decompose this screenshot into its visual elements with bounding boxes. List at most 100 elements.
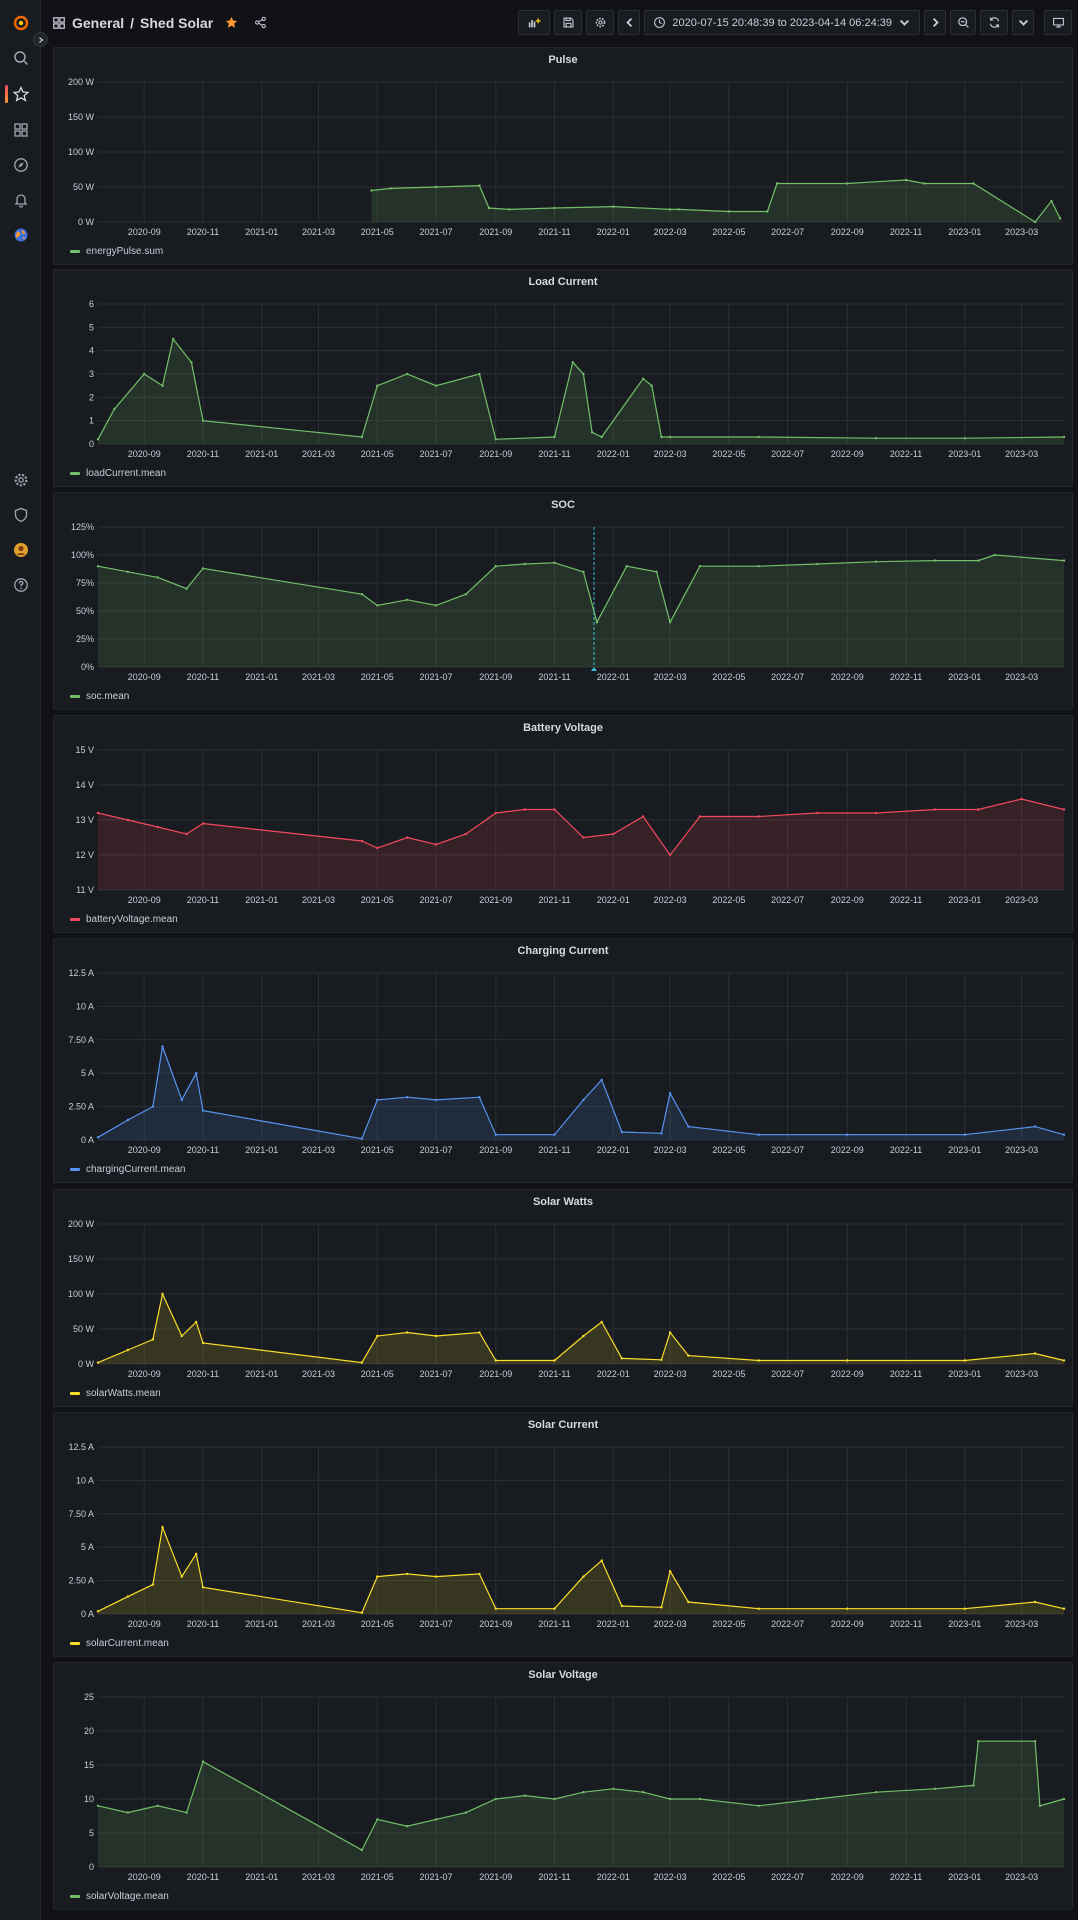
series-line[interactable]: [371, 179, 1061, 223]
x-tick-label: 2021-03: [302, 1619, 335, 1629]
panel-title[interactable]: Solar Current: [527, 1419, 599, 1431]
tv-mode-button[interactable]: [1044, 10, 1072, 35]
user-avatar-icon[interactable]: [0, 535, 41, 565]
time-series-chart[interactable]: 0 A 2.50 A 5 A 7.50 A 10 A 12.5 A 2020-09 2020-…: [54, 1413, 1074, 1658]
legend-item[interactable]: batteryVoltage.mean: [70, 914, 178, 925]
save-dashboard-button[interactable]: [554, 10, 583, 35]
x-tick-label: 2022-09: [831, 1872, 864, 1882]
time-series-chart[interactable]: 0% 25% 50% 75% 100% 125% 2020-09 2020-11 2021-01…: [54, 493, 1074, 711]
share-icon[interactable]: [254, 16, 267, 29]
data-point: [600, 435, 603, 439]
help-icon[interactable]: [0, 570, 41, 600]
data-point: [171, 337, 175, 341]
settings-icon[interactable]: [0, 465, 41, 495]
data-point: [875, 437, 878, 440]
panel-title[interactable]: Charging Current: [517, 945, 609, 957]
data-point: [406, 836, 409, 839]
data-point: [650, 384, 653, 387]
x-tick-label: 2021-11: [538, 449, 570, 459]
panel-title[interactable]: Battery Voltage: [523, 722, 603, 734]
x-tick-label: 2023-01: [948, 672, 981, 682]
add-panel-button[interactable]: [518, 10, 551, 35]
time-series-chart[interactable]: 0 5 10 15 20 25 2020-09 2020-11 2021-01 2021-03 20…: [54, 1663, 1074, 1911]
legend-item[interactable]: loadCurrent.mean: [70, 468, 166, 479]
earth-icon[interactable]: [0, 220, 41, 250]
chevron-right-icon: [38, 36, 44, 43]
panel-charging-current[interactable]: Charging Current 0 A 2.50 A 5 A 7.50 A 10 A 12…: [53, 938, 1073, 1183]
alerting-icon[interactable]: [0, 185, 41, 215]
time-series-chart[interactable]: 0 W 50 W 100 W 150 W 200 W 2020-09 2020-11 2021…: [54, 1190, 1074, 1408]
search-icon[interactable]: [0, 43, 41, 73]
dashboard-title[interactable]: Shed Solar: [140, 14, 214, 31]
x-tick-label: 2022-07: [771, 227, 804, 237]
time-range-back-button[interactable]: [618, 10, 641, 35]
refresh-button[interactable]: [980, 10, 1008, 35]
time-series-chart[interactable]: 0 A 2.50 A 5 A 7.50 A 10 A 12.5 A 2020-09 2020-…: [54, 939, 1074, 1184]
y-tick-label: 13 V: [75, 815, 94, 825]
data-point: [904, 178, 908, 182]
time-range-picker[interactable]: 2020-07-15 20:48:39 to 2023-04-14 06:24:…: [644, 10, 920, 35]
x-tick-label: 2023-03: [1005, 1619, 1038, 1629]
panel-solar-voltage[interactable]: Solar Voltage 0 5 10 15 20 25 2020-09 2020-11 202…: [53, 1662, 1073, 1910]
menu-expand-button[interactable]: [33, 32, 48, 47]
legend-item[interactable]: solarCurrent.mean: [70, 1638, 169, 1649]
legend-item[interactable]: solarVoltage.mean: [70, 1891, 169, 1902]
data-point: [494, 811, 497, 815]
panel-title[interactable]: Solar Voltage: [528, 1669, 598, 1681]
panel-soc[interactable]: SOC 0% 25% 50% 75% 100% 125% 2020-09 2020-11 2021…: [53, 492, 1073, 710]
data-point: [201, 1586, 205, 1589]
explore-icon[interactable]: [0, 150, 41, 180]
series-line[interactable]: [97, 337, 1065, 440]
data-point: [464, 832, 468, 836]
data-point: [195, 1552, 198, 1556]
zoom-out-button[interactable]: [950, 10, 976, 35]
x-tick-label: 2020-09: [128, 1145, 161, 1155]
panel-title[interactable]: Load Current: [528, 276, 598, 288]
refresh-interval-dropdown[interactable]: [1012, 10, 1034, 35]
time-series-chart[interactable]: 11 V 12 V 13 V 14 V 15 V 2020-09 2020-11 2021-0…: [54, 716, 1074, 934]
x-tick-label: 2021-07: [420, 1619, 453, 1629]
star-icon[interactable]: [225, 16, 238, 29]
dashboards-icon[interactable]: [0, 115, 41, 145]
data-point: [846, 1133, 849, 1136]
panel-solar-current[interactable]: Solar Current 0 A 2.50 A 5 A 7.50 A 10 A 12.5 …: [53, 1412, 1073, 1657]
starred-icon[interactable]: [0, 79, 41, 109]
x-tick-label: 2022-09: [831, 895, 864, 905]
panel-solar-watts[interactable]: Solar Watts 0 W 50 W 100 W 150 W 200 W 2020-09…: [53, 1189, 1073, 1407]
time-series-chart[interactable]: 0 1 2 3 4 5 6 2020-09 2020-11 2021-01 2021-03 2021-…: [54, 270, 1074, 488]
y-tick-label: 125%: [71, 522, 94, 532]
time-range-forward-button[interactable]: [924, 10, 946, 35]
legend-item[interactable]: chargingCurrent.mean: [70, 1164, 186, 1175]
time-series-chart[interactable]: 0 W 50 W 100 W 150 W 200 W 2020-09 2020-11 2021…: [54, 48, 1074, 266]
data-point: [933, 559, 937, 562]
x-tick-label: 2022-11: [890, 1872, 922, 1882]
legend-item[interactable]: solarWatts.mean: [70, 1388, 161, 1399]
legend-item[interactable]: energyPulse.sum: [70, 246, 163, 257]
panel-title[interactable]: SOC: [551, 499, 575, 511]
data-point: [625, 565, 628, 568]
dashboard-settings-button[interactable]: [586, 10, 615, 35]
panel-pulse[interactable]: Pulse 0 W 50 W 100 W 150 W 200 W 2020-09 2020-1…: [53, 47, 1073, 265]
y-tick-label: 7.50 A: [68, 1509, 94, 1519]
x-tick-label: 2023-03: [1005, 227, 1038, 237]
legend-item[interactable]: soc.mean: [70, 691, 129, 702]
panel-battery-voltage[interactable]: Battery Voltage 11 V 12 V 13 V 14 V 15 V 2020-…: [53, 715, 1073, 933]
shield-icon[interactable]: [0, 500, 41, 530]
x-tick-label: 2020-09: [128, 1872, 161, 1882]
panel-load-current[interactable]: Load Current 0 1 2 3 4 5 6 2020-09 2020-11 2021-01…: [53, 269, 1073, 487]
data-point: [1050, 199, 1053, 203]
data-point: [553, 1797, 556, 1801]
data-point: [1033, 1740, 1037, 1743]
y-tick-label: 50%: [76, 606, 94, 616]
series-line[interactable]: [97, 554, 1065, 624]
panel-title[interactable]: Solar Watts: [532, 1196, 594, 1208]
data-point: [201, 1109, 205, 1112]
folder-link[interactable]: General: [72, 14, 125, 31]
x-tick-label: 2021-09: [479, 672, 512, 682]
grafana-logo-icon[interactable]: [0, 8, 41, 38]
panel-title[interactable]: Pulse: [548, 54, 578, 66]
data-point: [660, 1606, 663, 1609]
x-tick-label: 2022-09: [831, 1619, 864, 1629]
data-point: [553, 206, 556, 210]
data-point: [612, 205, 615, 208]
